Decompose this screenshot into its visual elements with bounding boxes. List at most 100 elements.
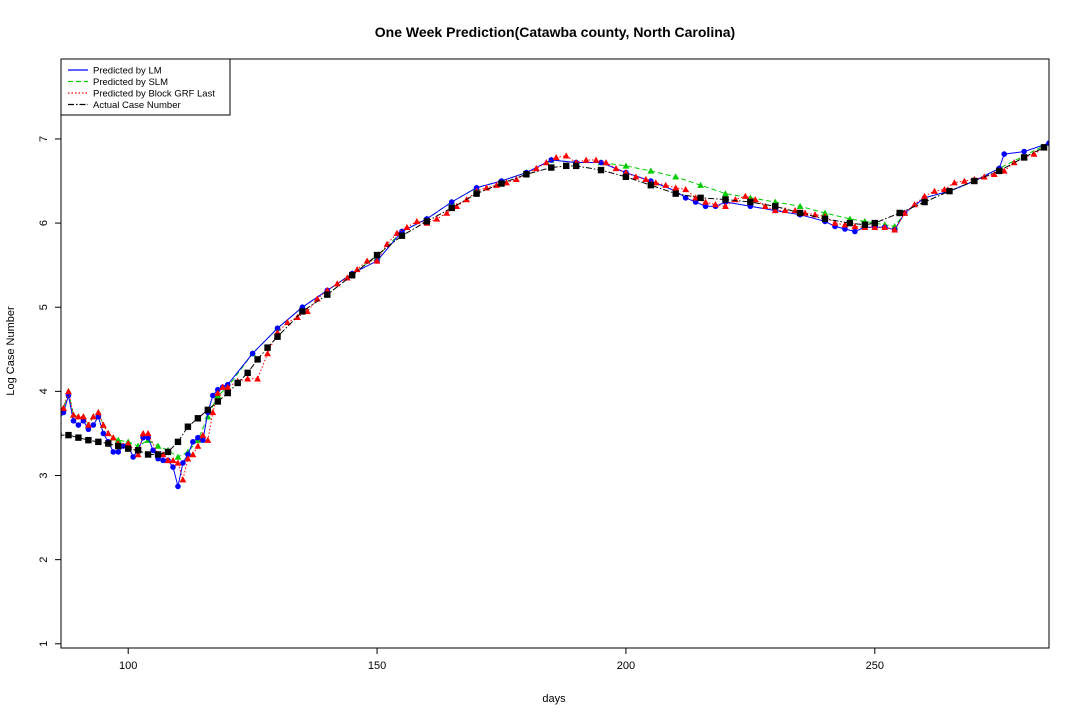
data-point-predicted-by-block-grf-last <box>642 175 650 183</box>
data-point-predicted-by-slm <box>622 162 630 169</box>
y-tick-label: 6 <box>38 220 50 226</box>
data-point-actual-case-number <box>299 308 306 315</box>
data-point-predicted-by-block-grf-last <box>722 202 729 209</box>
data-point-actual-case-number <box>796 209 804 217</box>
data-point-predicted-by-lm <box>180 460 186 466</box>
data-point-actual-case-number <box>164 448 172 456</box>
data-point-actual-case-number <box>115 442 122 450</box>
data-point-predicted-by-block-grf-last <box>960 177 968 184</box>
data-point-predicted-by-lm <box>160 457 166 464</box>
data-point-predicted-by-block-grf-last <box>65 387 72 395</box>
y-tick-label: 5 <box>38 304 50 310</box>
data-point-predicted-by-slm <box>821 209 829 216</box>
data-point-predicted-by-block-grf-last <box>373 257 381 264</box>
data-point-predicted-by-block-grf-last <box>990 170 998 177</box>
data-point-predicted-by-lm <box>1021 148 1027 155</box>
data-point-predicted-by-block-grf-last <box>383 240 391 247</box>
data-point-predicted-by-block-grf-last <box>393 229 401 236</box>
plot-frame <box>60 58 1050 649</box>
data-point-predicted-by-block-grf-last <box>159 451 167 458</box>
data-point-predicted-by-block-grf-last <box>179 476 187 483</box>
data-point-predicted-by-block-grf-last <box>104 430 112 437</box>
data-point-predicted-by-block-grf-last <box>562 152 570 159</box>
data-point-predicted-by-block-grf-last <box>891 226 899 233</box>
data-point-predicted-by-block-grf-last <box>901 209 909 216</box>
data-point-predicted-by-block-grf-last <box>75 413 82 420</box>
data-point-predicted-by-lm <box>70 418 77 424</box>
data-point-predicted-by-block-grf-last <box>941 186 948 193</box>
data-point-predicted-by-slm <box>174 453 182 460</box>
data-point-actual-case-number <box>204 406 212 414</box>
data-point-actual-case-number <box>348 272 356 279</box>
data-point-predicted-by-lm <box>852 228 858 235</box>
data-point-actual-case-number <box>448 204 455 212</box>
data-point-predicted-by-block-grf-last <box>582 156 590 163</box>
data-point-actual-case-number <box>224 389 231 397</box>
data-point-predicted-by-block-grf-last <box>343 274 351 281</box>
data-point-predicted-by-lm <box>90 422 97 428</box>
data-point-predicted-by-block-grf-last <box>632 173 640 180</box>
data-point-predicted-by-block-grf-last <box>284 318 291 326</box>
data-point-predicted-by-slm <box>796 202 804 209</box>
data-point-predicted-by-block-grf-last <box>79 413 87 420</box>
data-point-predicted-by-block-grf-last <box>921 192 928 199</box>
data-point-predicted-by-block-grf-last <box>453 202 461 209</box>
legend-label: Predicted by SLM <box>93 77 168 88</box>
data-point-predicted-by-slm <box>672 173 680 180</box>
x-tick-label: 100 <box>119 660 137 672</box>
axes: 100 150 200 250 1 2 3 4 5 6 7 <box>38 58 1050 672</box>
data-point-predicted-by-block-grf-last <box>871 223 879 231</box>
data-point-predicted-by-block-grf-last <box>841 221 849 228</box>
data-point-predicted-by-block-grf-last <box>169 456 177 464</box>
data-point-predicted-by-slm <box>154 442 162 449</box>
data-point-actual-case-number <box>264 344 271 351</box>
data-point-predicted-by-lm <box>115 449 122 455</box>
data-point-actual-case-number <box>971 177 978 185</box>
data-point-predicted-by-lm <box>195 434 201 441</box>
data-point-predicted-by-block-grf-last <box>951 179 958 186</box>
data-point-predicted-by-block-grf-last <box>741 192 749 199</box>
data-point-predicted-by-block-grf-last <box>532 164 540 172</box>
data-point-actual-case-number <box>896 209 903 217</box>
data-point-predicted-by-block-grf-last <box>144 430 152 437</box>
data-point-predicted-by-block-grf-last <box>403 223 411 231</box>
data-point-predicted-by-block-grf-last <box>224 383 232 390</box>
data-point-actual-case-number <box>597 166 605 174</box>
data-point-actual-case-number <box>75 434 82 441</box>
data-point-predicted-by-lm <box>80 418 87 424</box>
data-point-predicted-by-block-grf-last <box>602 159 610 166</box>
data-point-predicted-by-lm <box>61 419 62 423</box>
data-point-actual-case-number <box>722 196 729 203</box>
data-point-actual-case-number <box>1040 144 1048 151</box>
y-tick-label: 7 <box>38 136 50 142</box>
data-point-predicted-by-block-grf-last <box>94 409 102 416</box>
y-tick-label: 4 <box>38 388 50 394</box>
data-point-predicted-by-lm <box>85 426 92 433</box>
data-point-predicted-by-lm <box>100 430 107 437</box>
data-point-predicted-by-block-grf-last <box>931 187 938 194</box>
data-point-predicted-by-block-grf-last <box>1000 167 1008 174</box>
data-point-predicted-by-lm <box>190 439 196 445</box>
data-point-predicted-by-block-grf-last <box>194 442 202 449</box>
data-point-predicted-by-lm <box>210 392 216 399</box>
data-point-predicted-by-block-grf-last <box>662 181 670 188</box>
data-point-actual-case-number <box>95 438 102 446</box>
data-point-predicted-by-block-grf-last <box>134 451 142 458</box>
data-point-predicted-by-block-grf-last <box>61 404 67 411</box>
data-point-predicted-by-block-grf-last <box>503 179 510 186</box>
data-point-predicted-by-lm <box>175 483 181 490</box>
data-point-actual-case-number <box>697 194 704 202</box>
data-point-predicted-by-block-grf-last <box>413 217 421 225</box>
data-point-predicted-by-block-grf-last <box>911 201 919 208</box>
data-point-predicted-by-slm <box>697 181 704 188</box>
data-point-predicted-by-block-grf-last <box>443 209 451 216</box>
data-point-predicted-by-lm <box>842 226 848 232</box>
data-point-predicted-by-block-grf-last <box>831 219 839 226</box>
data-point-actual-case-number <box>85 436 92 444</box>
y-axis-label: Log Case Number <box>5 306 17 396</box>
y-tick-label: 1 <box>38 641 50 647</box>
data-point-predicted-by-block-grf-last <box>771 207 779 214</box>
